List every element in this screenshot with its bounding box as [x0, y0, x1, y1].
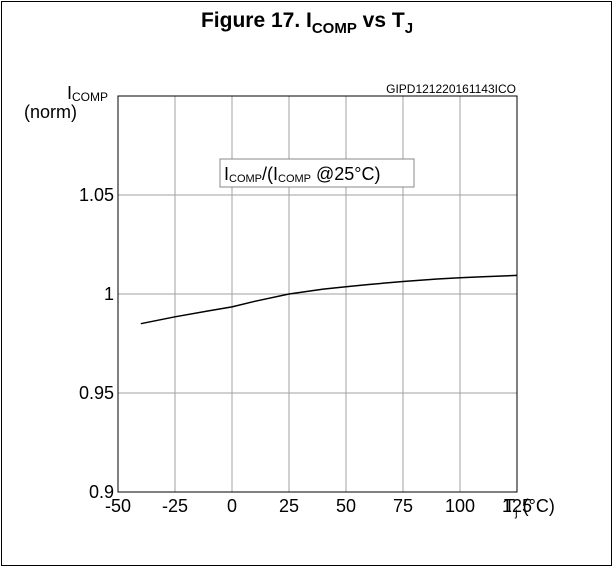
annotation-p1: I — [224, 164, 229, 184]
x-axis-label: Tj (°C) — [504, 496, 555, 519]
title-sub-comp: COMP — [312, 20, 357, 37]
y-tick-label: 0.9 — [89, 482, 114, 502]
xlabel-sub: j — [514, 505, 518, 519]
x-tick-label: 50 — [336, 496, 356, 516]
title-mid: vs T — [357, 9, 405, 32]
figure-code-label: GIPD121220161143ICO — [386, 82, 516, 96]
y-axis-label-line2: (norm) — [24, 102, 77, 122]
x-tick-label: 25 — [279, 496, 299, 516]
chart-title: Figure 17. ICOMP vs TJ — [201, 9, 413, 37]
annotation-box — [219, 158, 415, 188]
x-tick-label: 0 — [227, 496, 237, 516]
ylabel-main: I — [67, 83, 72, 103]
y-tick-label: 1 — [104, 284, 114, 304]
title-main: Figure 17. I — [201, 9, 312, 32]
annotation-p2: /(I — [262, 164, 278, 184]
y-axis-label: ICOMP — [67, 83, 108, 104]
series-line-0 — [140, 274, 518, 325]
x-tick-label: 75 — [393, 496, 413, 516]
xlabel-main: T — [504, 496, 515, 516]
xlabel-rest: (°C) — [518, 496, 555, 516]
x-tick-label: -25 — [162, 496, 188, 516]
plot-border — [117, 95, 518, 493]
y-tick-label: 1.05 — [79, 185, 114, 205]
ylabel-sub: COMP — [72, 90, 108, 104]
x-tick-label: 125 — [502, 496, 532, 516]
x-tick-labels: -50 -25 0 25 50 75 100 125 — [105, 496, 532, 516]
y-tick-label: 0.95 — [79, 383, 114, 403]
x-tick-label: 100 — [445, 496, 475, 516]
annotation-s2: COMP — [278, 173, 311, 185]
x-tick-label: -50 — [105, 496, 131, 516]
title-sub-j: J — [405, 20, 413, 37]
annotation-p3: @25°C) — [311, 164, 381, 184]
series-layer — [140, 274, 518, 325]
annotation-s1: COMP — [229, 173, 262, 185]
grid — [117, 95, 518, 493]
annotation-text: ICOMP/(ICOMP @25°C) — [224, 164, 381, 185]
y-tick-labels: 0.9 0.95 1 1.05 — [79, 185, 114, 502]
